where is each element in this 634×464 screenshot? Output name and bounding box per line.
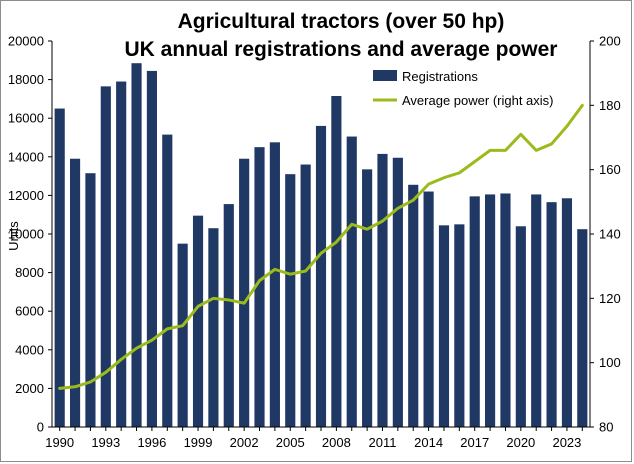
bar-2006 xyxy=(300,164,311,427)
bar-2012 xyxy=(392,157,403,427)
bar-1996 xyxy=(146,70,157,428)
legend-swatch-registrations xyxy=(373,70,397,81)
x-tick-label: 2017 xyxy=(460,435,489,450)
x-tick-label: 1996 xyxy=(137,435,166,450)
x-tick-label: 2008 xyxy=(322,435,351,450)
chart-title-line-1: Agricultural tractors (over 50 hp) xyxy=(178,10,505,33)
x-tick-label: 2023 xyxy=(552,435,581,450)
bar-2020 xyxy=(515,226,526,427)
right-tick-label: 160 xyxy=(599,162,621,177)
x-tick-label: 2002 xyxy=(230,435,259,450)
left-tick-label: 20000 xyxy=(8,34,44,49)
bar-1997 xyxy=(162,134,173,428)
legend-label-registrations: Registrations xyxy=(402,69,478,84)
bar-2018 xyxy=(485,194,496,427)
bar-2007 xyxy=(315,125,327,428)
x-tick-label: 2005 xyxy=(276,435,305,450)
bar-2022 xyxy=(546,202,557,427)
bar-1991 xyxy=(69,158,81,428)
right-tick-label: 140 xyxy=(599,227,621,242)
bar-2021 xyxy=(531,194,542,427)
bar-2017 xyxy=(469,196,480,427)
bar-1999 xyxy=(192,215,204,427)
bar-2008 xyxy=(331,96,342,427)
left-tick-label: 0 xyxy=(37,420,44,435)
bar-2004 xyxy=(269,142,280,427)
left-tick-label: 4000 xyxy=(15,342,44,357)
bar-2010 xyxy=(362,169,373,427)
left-tick-label: 14000 xyxy=(8,149,44,164)
average-power-line xyxy=(58,103,584,390)
bar-1993 xyxy=(100,86,111,428)
bar-2024 xyxy=(577,229,588,427)
bar-1994 xyxy=(116,81,127,427)
right-tick-label: 120 xyxy=(599,291,621,306)
bar-2001 xyxy=(223,204,234,427)
y-axis-label: Units xyxy=(6,221,21,251)
x-tick-label: 1990 xyxy=(45,435,74,450)
bars-layer xyxy=(54,63,588,428)
bar-2000 xyxy=(208,228,219,427)
x-tick-label: 1993 xyxy=(91,435,120,450)
bar-2011 xyxy=(377,153,388,427)
bar-1995 xyxy=(131,63,142,427)
chart-title-line-2: UK annual registrations and average powe… xyxy=(125,38,558,61)
x-tick-label: 2020 xyxy=(506,435,535,450)
bar-2015 xyxy=(438,225,450,427)
left-tick-label: 18000 xyxy=(8,72,44,87)
right-tick-label: 200 xyxy=(599,34,621,49)
left-tick-label: 8000 xyxy=(15,265,44,280)
bar-2002 xyxy=(239,158,250,428)
bar-2016 xyxy=(454,224,465,427)
line-layer xyxy=(58,103,584,390)
left-tick-label: 16000 xyxy=(8,111,44,126)
bar-2009 xyxy=(346,136,357,428)
right-tick-label: 100 xyxy=(599,355,621,370)
left-tick-label: 6000 xyxy=(15,304,44,319)
x-tick-label: 2011 xyxy=(369,435,397,450)
bar-2014 xyxy=(423,191,434,427)
x-tick-label: 2014 xyxy=(414,435,443,450)
left-tick-label: 2000 xyxy=(15,381,44,396)
left-tick-label: 10000 xyxy=(8,227,44,242)
bar-2005 xyxy=(285,174,296,427)
bar-2023 xyxy=(561,198,573,427)
bar-1998 xyxy=(177,243,188,427)
bar-2003 xyxy=(254,147,265,427)
right-tick-label: 180 xyxy=(599,98,621,113)
x-tick-label: 1999 xyxy=(184,435,213,450)
axes-layer: 0 2000 4000 6000 8000 10000 12000 14000 16000 180… xyxy=(8,34,621,451)
bar-2013 xyxy=(408,184,419,427)
bar-2019 xyxy=(500,193,511,427)
left-tick-label: 12000 xyxy=(8,188,44,203)
bar-1992 xyxy=(85,173,96,427)
bar-1990 xyxy=(54,108,65,428)
legend-label-average-power: Average power (right axis) xyxy=(402,93,554,108)
right-tick-label: 80 xyxy=(599,420,613,435)
legend: Registrations Average power (right axis) xyxy=(373,69,554,108)
